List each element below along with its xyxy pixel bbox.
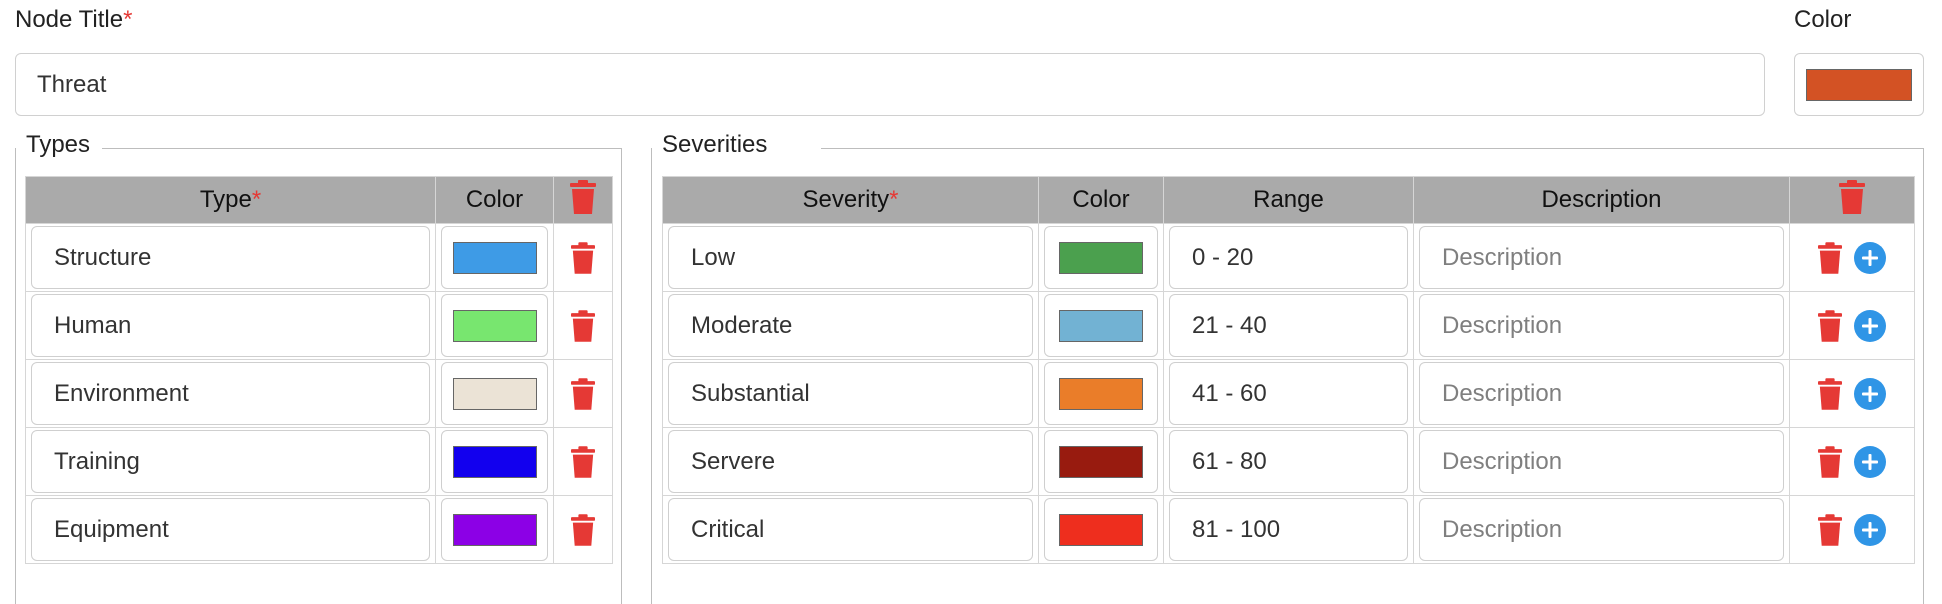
node-color-label: Color xyxy=(1794,6,1852,33)
description-column-header: Description xyxy=(1413,176,1790,224)
node-title-label: Node Title* xyxy=(15,6,133,33)
severities-section: Severities xyxy=(651,131,1924,604)
type-color-picker[interactable] xyxy=(441,430,548,493)
severity-color-picker[interactable] xyxy=(1044,294,1158,357)
node-color-picker[interactable] xyxy=(1794,53,1924,116)
severity-name-input[interactable] xyxy=(668,294,1033,357)
severity-name-input[interactable] xyxy=(668,226,1033,289)
trash-icon[interactable] xyxy=(570,179,596,214)
severity-range-input[interactable] xyxy=(1169,430,1408,493)
type-column-header: Type* xyxy=(25,176,436,224)
severity-name-input[interactable] xyxy=(668,498,1033,561)
types-legend: Types xyxy=(16,131,103,159)
trash-icon[interactable] xyxy=(571,241,595,274)
delete-all-types-button[interactable] xyxy=(553,176,613,224)
node-title-input[interactable] xyxy=(15,53,1765,116)
severity-range-input[interactable] xyxy=(1169,226,1408,289)
type-color-swatch xyxy=(452,309,537,342)
severities-header-row: Severity* Color Range Description xyxy=(662,176,1915,224)
trash-icon[interactable] xyxy=(571,445,595,478)
type-row xyxy=(25,495,613,564)
trash-icon[interactable] xyxy=(571,377,595,410)
type-name-input[interactable] xyxy=(31,362,430,425)
delete-all-severities-button[interactable] xyxy=(1789,176,1915,224)
severity-name-input[interactable] xyxy=(668,430,1033,493)
type-row xyxy=(25,427,613,496)
plus-circle-icon[interactable] xyxy=(1854,309,1886,342)
range-column-header: Range xyxy=(1163,176,1414,224)
severity-row xyxy=(662,223,1915,292)
type-row xyxy=(25,291,613,360)
trash-icon[interactable] xyxy=(1818,241,1842,274)
severity-description-input[interactable] xyxy=(1419,362,1784,425)
severity-range-input[interactable] xyxy=(1169,294,1408,357)
severity-color-column-header: Color xyxy=(1038,176,1164,224)
severity-column-header: Severity* xyxy=(662,176,1039,224)
severity-range-input[interactable] xyxy=(1169,498,1408,561)
severity-color-picker[interactable] xyxy=(1044,498,1158,561)
severity-color-swatch xyxy=(1059,309,1143,342)
types-section: Types xyxy=(15,131,622,604)
severity-color-picker[interactable] xyxy=(1044,430,1158,493)
type-name-input[interactable] xyxy=(31,226,430,289)
type-color-picker[interactable] xyxy=(441,498,548,561)
severity-color-swatch xyxy=(1059,445,1143,478)
severity-range-input[interactable] xyxy=(1169,362,1408,425)
trash-icon[interactable] xyxy=(1839,179,1865,214)
severity-description-input[interactable] xyxy=(1419,430,1784,493)
type-row xyxy=(25,359,613,428)
plus-circle-icon[interactable] xyxy=(1854,377,1886,410)
trash-icon[interactable] xyxy=(1818,309,1842,342)
type-name-input[interactable] xyxy=(31,430,430,493)
type-color-picker[interactable] xyxy=(441,294,548,357)
severity-color-swatch xyxy=(1059,241,1143,274)
severities-legend: Severities xyxy=(652,131,822,159)
severity-color-swatch xyxy=(1059,377,1143,410)
plus-circle-icon[interactable] xyxy=(1854,241,1886,274)
type-name-input[interactable] xyxy=(31,498,430,561)
type-color-picker[interactable] xyxy=(441,226,548,289)
severity-row xyxy=(662,427,1915,496)
types-header-row: Type* Color xyxy=(25,176,613,224)
trash-icon[interactable] xyxy=(1818,377,1842,410)
type-color-swatch xyxy=(452,445,537,478)
trash-icon[interactable] xyxy=(571,309,595,342)
severity-row xyxy=(662,291,1915,360)
node-color-swatch xyxy=(1806,68,1912,101)
type-color-swatch xyxy=(452,377,537,410)
severity-description-input[interactable] xyxy=(1419,294,1784,357)
severity-color-picker[interactable] xyxy=(1044,226,1158,289)
type-color-picker[interactable] xyxy=(441,362,548,425)
severities-table: Severity* Color Range Description xyxy=(662,176,1915,564)
type-color-swatch xyxy=(452,513,537,546)
plus-circle-icon[interactable] xyxy=(1854,513,1886,546)
severity-description-input[interactable] xyxy=(1419,498,1784,561)
trash-icon[interactable] xyxy=(571,513,595,546)
types-table: Type* Color xyxy=(25,176,613,564)
severity-color-swatch xyxy=(1059,513,1143,546)
type-color-swatch xyxy=(452,241,537,274)
severity-row xyxy=(662,495,1915,564)
severity-name-input[interactable] xyxy=(668,362,1033,425)
trash-icon[interactable] xyxy=(1818,445,1842,478)
type-color-column-header: Color xyxy=(435,176,554,224)
type-name-input[interactable] xyxy=(31,294,430,357)
trash-icon[interactable] xyxy=(1818,513,1842,546)
severity-row xyxy=(662,359,1915,428)
severity-color-picker[interactable] xyxy=(1044,362,1158,425)
type-row xyxy=(25,223,613,292)
severity-description-input[interactable] xyxy=(1419,226,1784,289)
plus-circle-icon[interactable] xyxy=(1854,445,1886,478)
